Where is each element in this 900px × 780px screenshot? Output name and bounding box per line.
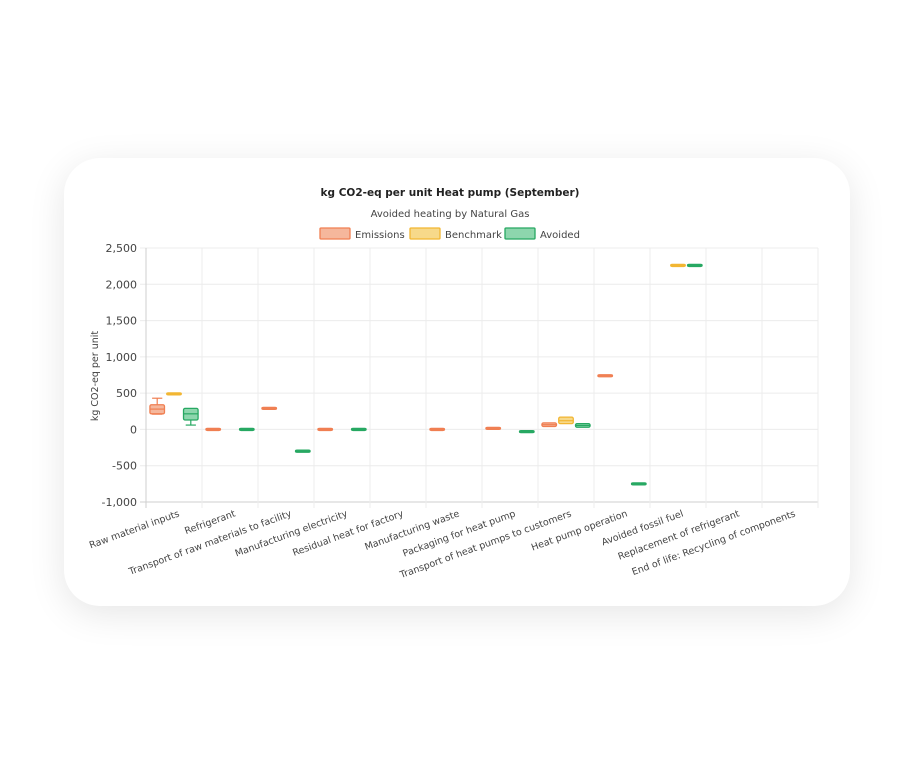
legend-swatch (504, 227, 536, 240)
x-tick-label: Heat pump operation (530, 508, 629, 553)
chart-card (64, 158, 850, 606)
y-tick-label: 1,000 (106, 351, 138, 364)
chart-subtitle: Avoided heating by Natural Gas (371, 209, 530, 220)
box-emissions (541, 422, 558, 428)
x-tick-label: Raw material inputs (88, 508, 181, 551)
y-axis-label: kg CO2-eq per unit (90, 331, 101, 422)
box-avoided (294, 449, 311, 453)
plot-area (149, 263, 703, 486)
box-avoided (518, 429, 535, 434)
box-avoided (574, 422, 591, 428)
box-benchmark (166, 392, 182, 396)
box-emissions (261, 406, 278, 411)
y-tick-label: 0 (130, 423, 137, 436)
box-emissions (205, 427, 222, 432)
grid-lines (140, 247, 819, 508)
x-axis: Raw material inputs RefrigerantTransport … (88, 508, 797, 581)
y-axis: 2,500 2,000 1,500 1,000 500 0 -500 -1,000 (102, 242, 137, 509)
y-tick-label: -1,000 (102, 496, 137, 509)
y-tick-label: 1,500 (106, 315, 138, 328)
legend: Emissions Benchmark Avoided (319, 227, 580, 241)
y-tick-label: 2,000 (106, 278, 138, 291)
box-avoided (350, 427, 367, 432)
chart-title: kg CO2-eq per unit Heat pump (September) (321, 187, 580, 199)
box-emissions (597, 374, 614, 378)
box-benchmark (670, 263, 686, 268)
legend-swatch (319, 227, 351, 240)
legend-item-benchmark: Benchmark (409, 227, 502, 241)
legend-label: Benchmark (445, 230, 502, 241)
box-emissions (149, 397, 166, 415)
box-emissions (485, 426, 502, 430)
box-avoided (238, 427, 255, 432)
legend-item-avoided: Avoided (504, 227, 580, 241)
legend-label: Avoided (540, 230, 580, 241)
y-tick-label: -500 (112, 460, 137, 473)
y-tick-label: 500 (116, 387, 137, 400)
box-emissions (429, 427, 446, 432)
box-avoided (182, 407, 199, 426)
legend-label: Emissions (355, 230, 405, 241)
y-tick-label: 2,500 (106, 242, 138, 255)
legend-item-emissions: Emissions (319, 227, 405, 241)
box-avoided (686, 263, 703, 268)
box-avoided (630, 482, 647, 486)
legend-swatch (409, 227, 441, 240)
box-emissions (317, 427, 334, 432)
box-benchmark (558, 416, 574, 425)
